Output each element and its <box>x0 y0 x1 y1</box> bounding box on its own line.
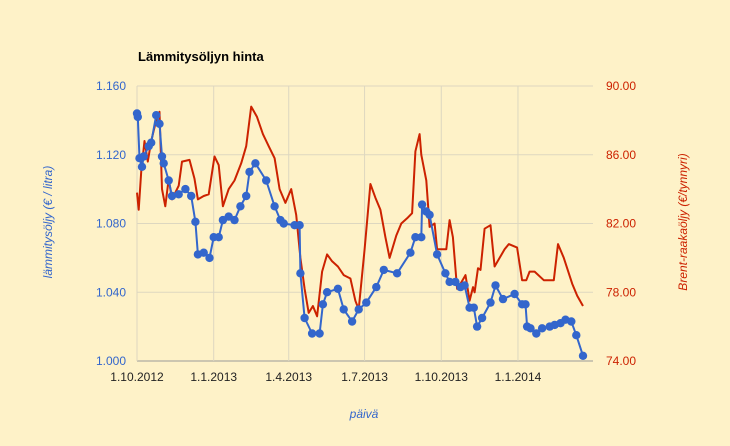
heating-oil-point <box>199 248 208 257</box>
heating-oil-point <box>339 305 348 314</box>
heating-oil-point <box>460 281 469 290</box>
right-tick-label: 74.00 <box>606 354 636 368</box>
heating-oil-point <box>372 282 381 292</box>
heating-oil-line <box>136 113 584 357</box>
heating-oil-point <box>181 184 190 194</box>
heating-oil-point <box>477 313 487 323</box>
heating-oil-point <box>417 233 426 242</box>
heating-oil-point <box>133 112 142 122</box>
x-axis-title: päivä <box>349 407 379 421</box>
x-tick-label: 1.1.2013 <box>190 370 237 384</box>
heating-oil-point <box>174 190 183 199</box>
left-tick-label: 1.080 <box>96 217 126 231</box>
heating-oil-point <box>445 277 454 287</box>
heating-oil-point <box>406 248 415 257</box>
heating-oil-point <box>526 324 535 333</box>
heating-oil-point <box>295 221 304 230</box>
heating-oil-point <box>417 200 427 209</box>
heating-oil-point <box>578 351 588 360</box>
heating-oil-point <box>491 281 500 290</box>
x-axis-ticks: 1.10.2012 1.1.2013 1.4.2013 1.7.2013 1.10.20… <box>110 370 541 384</box>
heating-oil-point <box>425 210 434 220</box>
heating-oil-point <box>300 313 309 323</box>
right-tick-label: 90.00 <box>606 79 636 93</box>
heating-oil-point <box>279 219 288 228</box>
left-tick-label: 1.160 <box>96 79 126 93</box>
brent-line <box>136 105 584 318</box>
right-tick-label: 78.00 <box>606 285 636 299</box>
left-axis-ticks: 1.000 1.040 1.080 1.120 1.160 <box>96 79 126 368</box>
heating-oil-point <box>432 250 442 259</box>
heating-oil-point <box>322 288 332 297</box>
heating-oil-point <box>152 111 161 120</box>
heating-oil-point <box>411 233 420 242</box>
heating-oil-point <box>139 152 148 161</box>
heating-oil-point <box>251 159 260 168</box>
heating-oil-point <box>486 298 495 307</box>
heating-oil-point <box>392 269 402 278</box>
x-tick-label: 1.7.2013 <box>341 370 388 384</box>
chart-title: Lämmitysöljyn hinta <box>138 49 264 64</box>
heating-oil-point <box>187 191 196 201</box>
heating-oil-point <box>137 162 147 171</box>
heating-oil-point <box>159 159 168 168</box>
series-layer <box>132 105 588 360</box>
heating-oil-point <box>315 329 324 338</box>
left-axis-title: lämmitysöljy (€ / litra) <box>41 166 55 279</box>
heating-oil-point <box>451 277 460 287</box>
heating-oil-point <box>521 300 530 309</box>
heating-oil-point <box>236 202 245 211</box>
heating-oil-point <box>379 265 388 275</box>
heating-oil-point <box>155 119 164 128</box>
right-axis-title: Brent-raakaöljy (€/tynnyri) <box>676 153 690 290</box>
heating-oil-point <box>567 317 576 326</box>
heating-oil-point <box>147 138 156 147</box>
heating-oil-point <box>537 324 547 333</box>
heating-oil-point <box>164 176 173 185</box>
heating-oil-point <box>498 294 508 304</box>
x-tick-label: 1.10.2013 <box>415 370 469 384</box>
heating-oil-point <box>191 217 200 226</box>
right-tick-label: 82.00 <box>606 217 636 231</box>
left-tick-label: 1.120 <box>96 148 126 162</box>
heating-oil-point <box>469 303 478 312</box>
heating-oil-point <box>347 317 357 326</box>
heating-oil-point <box>354 305 363 314</box>
left-tick-label: 1.040 <box>96 285 126 299</box>
heating-oil-point <box>362 298 371 307</box>
grid <box>136 85 593 362</box>
heating-oil-point <box>472 322 482 331</box>
heating-oil-point <box>230 215 239 225</box>
x-tick-label: 1.1.2014 <box>495 370 542 384</box>
heating-oil-point <box>242 191 251 201</box>
heating-oil-point <box>262 176 271 185</box>
heating-oil-point <box>214 233 223 242</box>
heating-oil-point <box>307 329 317 338</box>
right-axis-ticks: 74.00 78.00 82.00 86.00 90.00 <box>606 79 636 368</box>
heating-oil-point <box>245 167 254 177</box>
left-tick-label: 1.000 <box>96 354 126 368</box>
x-tick-label: 1.4.2013 <box>265 370 312 384</box>
heating-oil-point <box>157 152 167 161</box>
heating-oil-point <box>572 331 581 340</box>
heating-oil-point <box>296 269 305 278</box>
heating-oil-point <box>510 289 519 299</box>
heating-oil-point <box>441 269 450 278</box>
heating-oil-point <box>270 202 279 211</box>
heating-oil-point <box>167 191 177 201</box>
right-tick-label: 86.00 <box>606 148 636 162</box>
heating-oil-point <box>333 284 343 293</box>
heating-oil-point <box>532 329 541 338</box>
x-tick-label: 1.10.2012 <box>110 370 164 384</box>
heating-oil-point <box>318 300 328 309</box>
heating-oil-point <box>205 253 214 263</box>
